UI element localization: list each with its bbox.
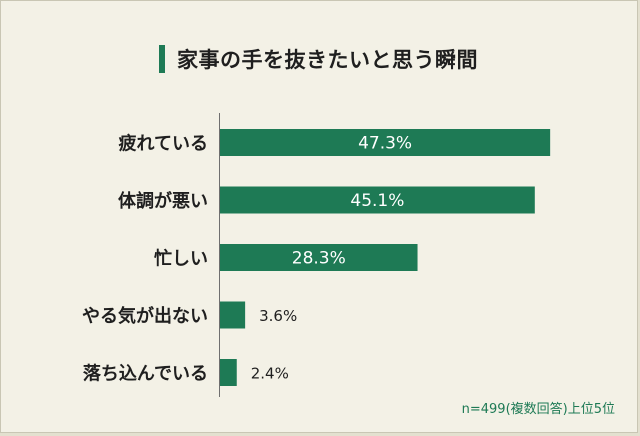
category-label-2: 体調が悪い	[118, 190, 208, 212]
bar-2	[220, 186, 535, 214]
sample-note: n=499(複数回答)上位5位	[461, 402, 615, 417]
category-axis-line	[219, 113, 220, 397]
chart-title: 家事の手を抜きたいと思う瞬間	[177, 48, 478, 72]
bar-3	[220, 244, 418, 271]
value-label-5: 2.4%	[251, 365, 289, 383]
category-label-3: 忙しい	[154, 248, 208, 270]
chart-title-group: 家事の手を抜きたいと思う瞬間	[159, 44, 478, 74]
bar-1	[220, 129, 551, 156]
category-label-5: 落ち込んでいる	[83, 364, 208, 385]
category-label-4: やる気が出ない	[82, 305, 208, 327]
value-label-1: 47.3%	[358, 134, 412, 154]
bar-5	[220, 359, 237, 386]
value-label-2: 45.1%	[350, 191, 404, 211]
value-label-4: 3.6%	[259, 307, 297, 325]
bar-4	[220, 301, 246, 329]
category-label-1: 疲れている	[119, 133, 208, 155]
value-label-3: 28.3%	[292, 249, 346, 269]
title-accent-bar	[159, 45, 165, 73]
